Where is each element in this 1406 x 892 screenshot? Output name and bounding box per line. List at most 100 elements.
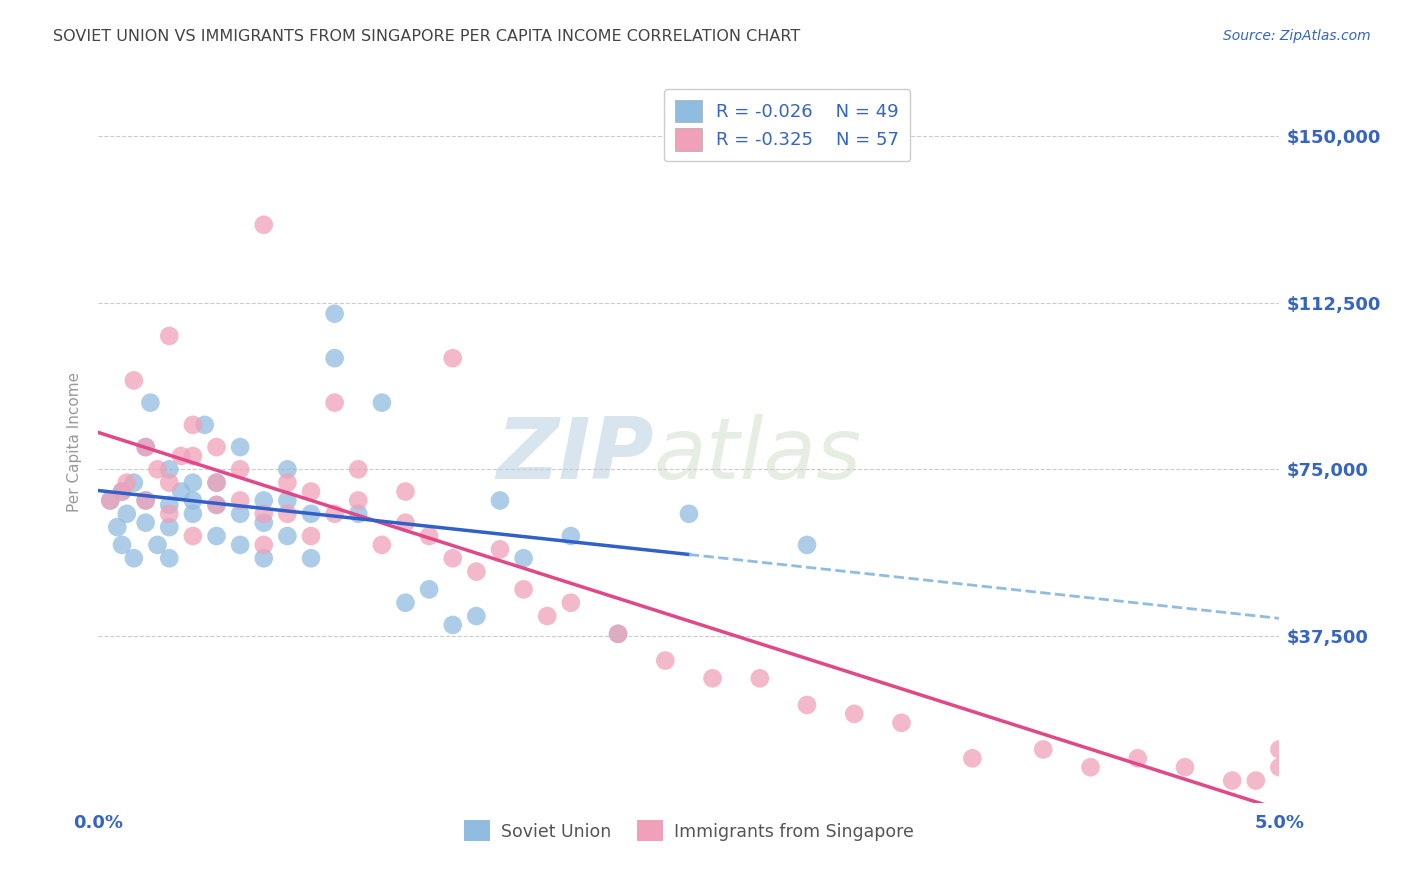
Point: [323, 351, 346, 366]
Point: [157, 498, 180, 512]
Point: [122, 475, 145, 490]
Point: [347, 507, 370, 521]
Point: [1244, 773, 1267, 788]
Point: [299, 529, 322, 543]
Point: [418, 529, 440, 543]
Point: [181, 507, 204, 521]
Point: [1174, 760, 1197, 774]
Point: [844, 706, 866, 721]
Point: [139, 395, 162, 409]
Point: [253, 493, 276, 508]
Point: [205, 498, 228, 512]
Point: [323, 395, 346, 409]
Point: [135, 493, 157, 508]
Point: [394, 516, 416, 530]
Text: Source: ZipAtlas.com: Source: ZipAtlas.com: [1223, 29, 1371, 43]
Point: [371, 538, 394, 552]
Point: [181, 493, 204, 508]
Point: [418, 582, 440, 597]
Point: [299, 551, 322, 566]
Point: [181, 417, 204, 432]
Point: [98, 493, 121, 508]
Point: [678, 507, 700, 521]
Point: [1032, 742, 1054, 756]
Point: [1080, 760, 1102, 774]
Point: [1220, 773, 1243, 788]
Point: [111, 484, 134, 499]
Point: [347, 493, 370, 508]
Point: [157, 475, 180, 490]
Point: [1268, 760, 1291, 774]
Point: [962, 751, 984, 765]
Point: [253, 218, 276, 232]
Point: [512, 582, 534, 597]
Point: [323, 507, 346, 521]
Point: [157, 551, 180, 566]
Point: [512, 551, 534, 566]
Point: [205, 529, 228, 543]
Point: [560, 529, 582, 543]
Point: [465, 609, 488, 624]
Text: atlas: atlas: [654, 415, 862, 498]
Point: [181, 529, 204, 543]
Point: [181, 475, 204, 490]
Point: [536, 609, 558, 624]
Point: [276, 462, 298, 476]
Point: [441, 551, 464, 566]
Point: [98, 493, 121, 508]
Point: [105, 520, 128, 534]
Point: [122, 373, 145, 387]
Point: [276, 475, 298, 490]
Point: [205, 475, 228, 490]
Point: [229, 507, 252, 521]
Point: [111, 538, 134, 552]
Point: [607, 627, 630, 641]
Point: [146, 462, 169, 476]
Point: [157, 507, 180, 521]
Point: [157, 329, 180, 343]
Point: [276, 529, 298, 543]
Point: [276, 507, 298, 521]
Point: [276, 493, 298, 508]
Point: [229, 462, 252, 476]
Point: [323, 307, 346, 321]
Text: ZIP: ZIP: [496, 415, 654, 498]
Point: [135, 440, 157, 454]
Point: [170, 484, 193, 499]
Point: [181, 449, 204, 463]
Point: [299, 507, 322, 521]
Y-axis label: Per Capita Income: Per Capita Income: [67, 371, 83, 512]
Point: [371, 395, 394, 409]
Point: [122, 551, 145, 566]
Point: [394, 484, 416, 499]
Point: [135, 493, 157, 508]
Point: [253, 538, 276, 552]
Point: [170, 449, 193, 463]
Point: [441, 618, 464, 632]
Point: [1268, 742, 1291, 756]
Text: SOVIET UNION VS IMMIGRANTS FROM SINGAPORE PER CAPITA INCOME CORRELATION CHART: SOVIET UNION VS IMMIGRANTS FROM SINGAPOR…: [53, 29, 800, 44]
Point: [205, 498, 228, 512]
Legend: Soviet Union, Immigrants from Singapore: Soviet Union, Immigrants from Singapore: [457, 814, 921, 848]
Point: [135, 516, 157, 530]
Point: [111, 484, 134, 499]
Point: [748, 671, 770, 685]
Point: [205, 440, 228, 454]
Point: [229, 440, 252, 454]
Point: [796, 698, 818, 712]
Point: [654, 653, 676, 667]
Point: [465, 565, 488, 579]
Point: [253, 551, 276, 566]
Point: [157, 520, 180, 534]
Point: [135, 440, 157, 454]
Point: [702, 671, 724, 685]
Point: [607, 627, 630, 641]
Point: [489, 493, 512, 508]
Point: [205, 475, 228, 490]
Point: [489, 542, 512, 557]
Point: [796, 538, 818, 552]
Point: [441, 351, 464, 366]
Point: [157, 462, 180, 476]
Point: [347, 462, 370, 476]
Point: [560, 596, 582, 610]
